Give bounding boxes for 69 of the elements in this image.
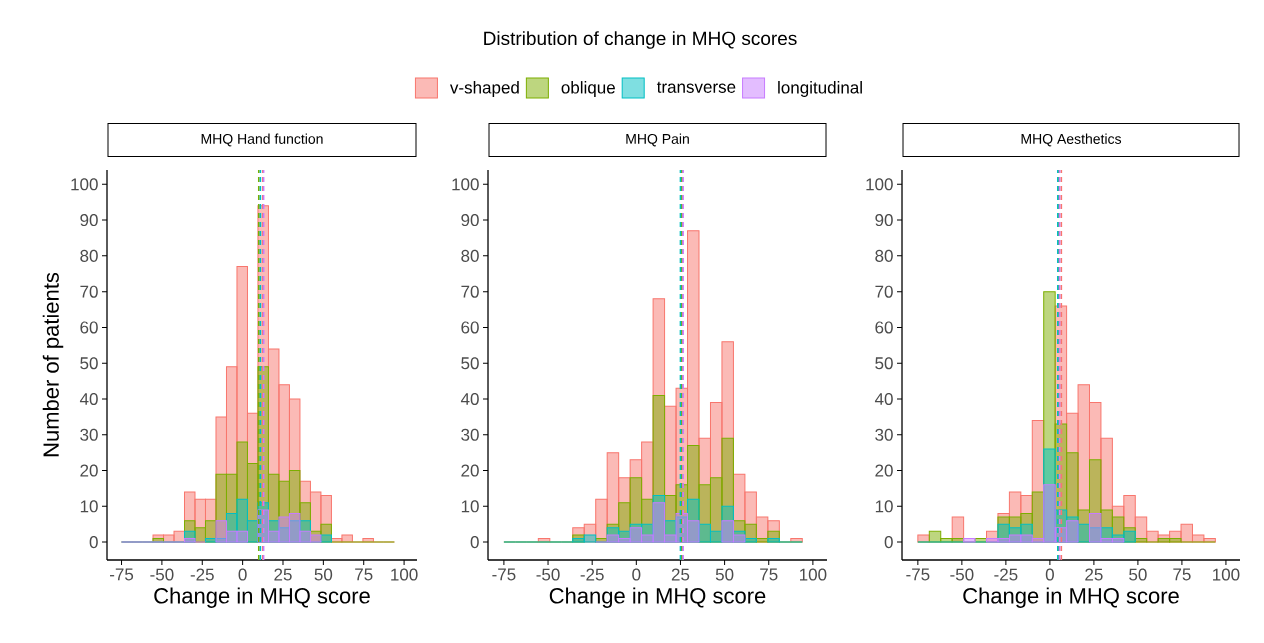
x-tick-label: 25 <box>1085 568 1103 581</box>
y-tick-label: 60 <box>80 321 98 334</box>
x-tick-label: 75 <box>760 568 778 581</box>
y-tick-label: 0 <box>884 536 893 549</box>
x-tick-label: 50 <box>715 568 734 581</box>
legend-label: transverse <box>656 81 736 93</box>
x-tick-label: -50 <box>536 568 560 581</box>
x-tick-label: -75 <box>110 568 134 581</box>
x-tick-label: 25 <box>671 568 690 581</box>
x-tick-label: -25 <box>994 568 1018 581</box>
y-tick-label: 60 <box>461 321 479 334</box>
y-tick-label: 20 <box>875 464 893 477</box>
x-tick-label: 0 <box>238 568 247 581</box>
y-tick-label: 70 <box>875 285 893 298</box>
y-tick-label: 80 <box>461 249 479 262</box>
y-tick-label: 20 <box>80 464 98 477</box>
y-tick-label: 70 <box>461 285 479 298</box>
chart-title: MHQ Aesthetics <box>1021 133 1122 147</box>
x-tick-label: 25 <box>274 568 292 581</box>
x-axis-title: Change in MHQ score <box>963 587 1179 608</box>
y-tick-label: 90 <box>875 214 893 227</box>
y-tick-label: 30 <box>875 428 893 441</box>
x-tick-label: 0 <box>1045 568 1054 581</box>
y-tick-label: 100 <box>71 178 98 191</box>
chart-title: MHQ Hand function <box>201 133 323 147</box>
x-tick-label: -75 <box>492 568 516 581</box>
legend-label: longitudinal <box>778 81 862 97</box>
y-tick-label: 50 <box>80 357 98 370</box>
x-tick-label: 0 <box>632 568 641 581</box>
x-tick-label: 100 <box>800 568 827 581</box>
legend-label: oblique <box>561 81 615 97</box>
y-tick-label: 30 <box>461 428 479 441</box>
y-tick-label: 100 <box>866 178 893 191</box>
y-tick-label: 50 <box>875 357 893 370</box>
y-tick-label: 40 <box>79 392 98 406</box>
y-tick-label: 80 <box>875 249 893 262</box>
x-tick-label: -25 <box>190 568 214 581</box>
x-tick-label: -50 <box>150 568 174 581</box>
y-tick-label: 20 <box>461 464 479 477</box>
x-axis-title: Change in MHQ score <box>154 587 370 608</box>
y-tick-label: 0 <box>470 536 479 549</box>
y-tick-label: 10 <box>875 500 893 513</box>
x-tick-label: -25 <box>580 568 604 581</box>
y-tick-label: 40 <box>460 392 479 406</box>
x-tick-label: 50 <box>1129 568 1147 581</box>
x-tick-label: 75 <box>1173 568 1191 581</box>
legend-title: Distribution of change in MHQ scores <box>484 31 797 49</box>
y-tick-label: 50 <box>461 357 479 370</box>
legend-label: v-shaped <box>450 81 519 97</box>
y-tick-label: 40 <box>874 392 893 406</box>
y-tick-label: 90 <box>461 214 479 227</box>
y-tick-label: 70 <box>80 285 98 298</box>
y-axis-title: Number of patients <box>42 272 64 457</box>
x-tick-label: 50 <box>314 568 333 581</box>
chart-title: MHQ Pain <box>626 133 689 147</box>
y-tick-label: 90 <box>80 214 98 227</box>
y-tick-label: 80 <box>80 249 98 262</box>
y-tick-label: 10 <box>461 500 479 513</box>
y-tick-label: 60 <box>875 321 893 334</box>
x-axis-title: Change in MHQ score <box>549 587 766 608</box>
x-tick-label: 100 <box>1213 568 1240 581</box>
y-tick-label: 0 <box>89 536 98 549</box>
x-tick-label: -50 <box>950 568 974 581</box>
y-tick-label: 100 <box>452 178 479 191</box>
x-tick-label: 100 <box>391 568 418 581</box>
x-tick-label: -75 <box>906 568 930 581</box>
x-tick-label: 75 <box>355 568 373 581</box>
y-tick-label: 30 <box>80 428 98 441</box>
y-tick-label: 10 <box>80 500 98 513</box>
